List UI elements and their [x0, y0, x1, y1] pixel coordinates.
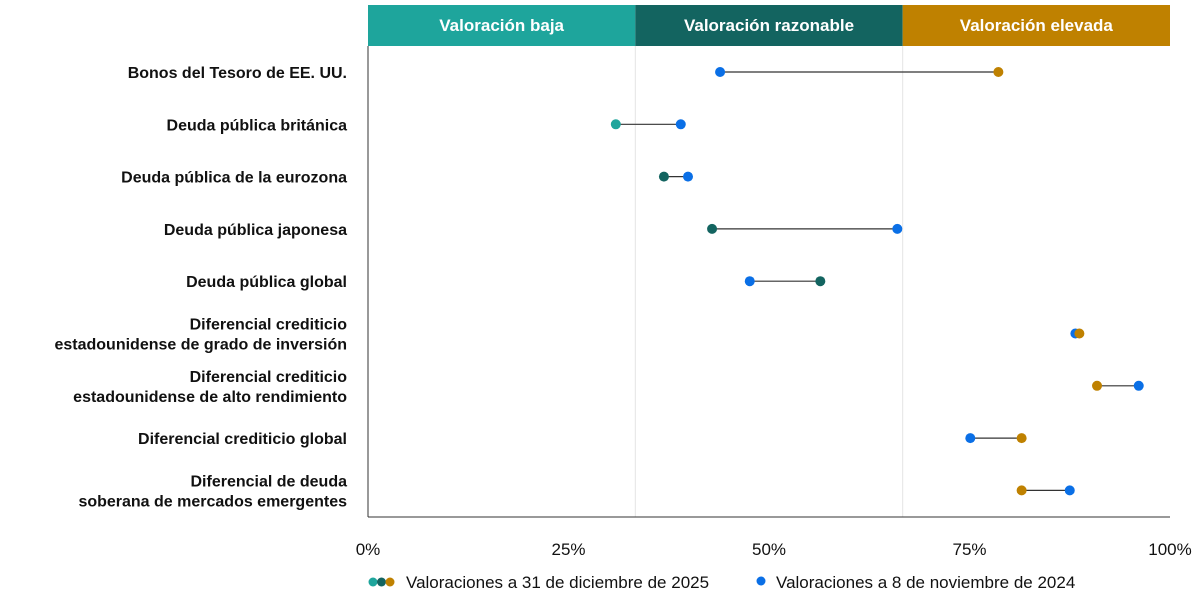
point-2025	[815, 276, 826, 287]
point-2024	[1064, 485, 1075, 496]
band-label: Valoración razonable	[684, 16, 854, 35]
x-tick-label: 0%	[356, 540, 381, 559]
category-label: Deuda pública global	[186, 274, 347, 291]
point-2024	[682, 171, 693, 182]
category-label: Deuda pública de la eurozona	[121, 170, 347, 187]
category-label: soberana de mercados emergentes	[78, 493, 347, 510]
category-label: Diferencial de deuda	[191, 473, 348, 490]
x-tick-label: 100%	[1148, 540, 1191, 559]
category-label: Deuda pública japonesa	[164, 222, 347, 239]
category-label: Bonos del Tesoro de EE. UU.	[128, 65, 347, 82]
band-label: Valoración elevada	[960, 16, 1114, 35]
band-0	[368, 5, 636, 46]
point-2025	[1074, 328, 1085, 339]
band-1	[635, 5, 903, 46]
point-2025	[993, 67, 1004, 77]
point-2025	[658, 171, 669, 182]
point-2025	[1016, 433, 1027, 444]
point-2025	[1092, 380, 1103, 391]
x-tick-label: 25%	[551, 540, 585, 559]
category-label: Diferencial crediticio	[190, 317, 348, 334]
point-2025	[1016, 485, 1027, 496]
point-2024	[744, 276, 755, 287]
category-label: estadounidense de alto rendimiento	[73, 389, 347, 406]
x-tick-label: 75%	[952, 540, 986, 559]
category-label: Deuda pública británica	[167, 117, 348, 134]
legend-marker-2025	[368, 577, 378, 587]
category-label: Diferencial crediticio	[190, 369, 348, 386]
point-2025	[707, 223, 718, 234]
legend-marker-2024	[756, 576, 766, 586]
band-2	[902, 5, 1170, 46]
point-2024	[965, 433, 976, 444]
category-label: Diferencial crediticio global	[138, 431, 347, 448]
legend-label-2025: Valoraciones a 31 de diciembre de 2025	[406, 573, 709, 592]
legend-marker-2025	[385, 577, 395, 587]
point-2024	[892, 223, 903, 234]
legend-label-2024: Valoraciones a 8 de noviembre de 2024	[776, 573, 1075, 592]
category-label: estadounidense de grado de inversión	[54, 337, 347, 354]
legend-marker-2025	[377, 577, 386, 587]
point-2024	[1133, 380, 1144, 391]
band-label: Valoración baja	[439, 16, 564, 35]
point-2024	[675, 119, 686, 130]
x-tick-label: 50%	[752, 540, 786, 559]
point-2024	[715, 67, 726, 77]
point-2025	[610, 119, 621, 130]
